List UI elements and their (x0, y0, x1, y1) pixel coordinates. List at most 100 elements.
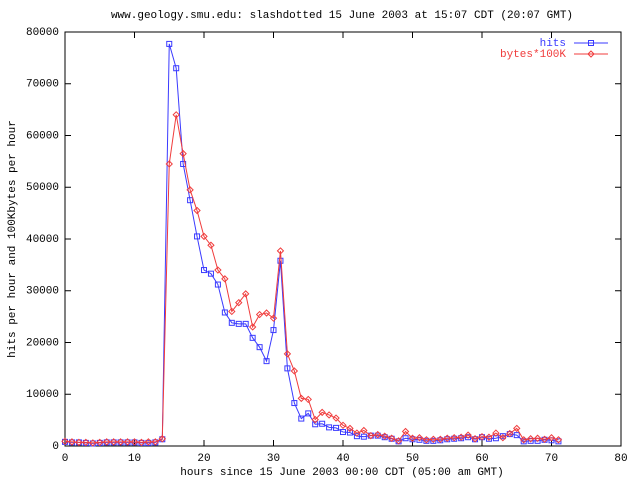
point-marker (519, 436, 528, 444)
point-marker (340, 429, 346, 436)
point-marker (179, 149, 187, 158)
point-marker (540, 435, 549, 443)
point-marker (587, 50, 595, 58)
point-marker (235, 298, 243, 307)
x-tick-label: 30 (267, 453, 280, 465)
point-marker (478, 432, 486, 441)
point-marker (248, 323, 257, 331)
point-marker (457, 433, 465, 441)
point-marker (165, 160, 173, 168)
point-marker (555, 438, 562, 445)
point-marker (151, 438, 160, 446)
point-marker (367, 431, 375, 440)
point-marker (387, 434, 396, 442)
point-marker (422, 436, 431, 444)
point-marker (332, 414, 340, 422)
point-marker (158, 435, 167, 443)
x-tick-label: 0 (62, 453, 69, 465)
point-marker (450, 434, 458, 442)
point-marker (506, 429, 514, 438)
x-tick-label: 50 (406, 453, 419, 465)
legend-label: hits (540, 38, 566, 50)
point-marker (180, 160, 187, 167)
point-marker (290, 367, 299, 375)
point-marker (172, 111, 180, 119)
point-marker (144, 438, 153, 446)
y-tick-label: 40000 (26, 234, 59, 246)
point-marker (75, 438, 83, 447)
point-marker (201, 267, 207, 274)
point-marker (492, 429, 500, 437)
y-axis-label: hits per hour and 100Kbytes per hour (7, 120, 19, 358)
point-marker (194, 233, 201, 240)
y-tick-label: 30000 (26, 286, 59, 298)
point-marker (298, 415, 305, 422)
point-marker (200, 232, 208, 241)
point-marker (526, 435, 535, 443)
point-marker (402, 435, 409, 442)
point-marker (339, 421, 347, 430)
point-marker (255, 310, 264, 319)
point-marker (513, 432, 520, 439)
point-marker (291, 400, 298, 407)
x-tick-label: 70 (545, 453, 558, 465)
point-marker (513, 424, 521, 433)
y-tick-label: 10000 (26, 389, 59, 401)
x-axis-label: hours since 15 June 2003 00:00 CDT (05:0… (180, 467, 503, 479)
series-line (64, 114, 559, 444)
point-marker (61, 437, 69, 446)
point-marker (360, 433, 367, 440)
point-marker (109, 438, 118, 446)
point-marker (137, 438, 146, 447)
x-tick-label: 20 (197, 453, 210, 465)
point-marker (360, 426, 368, 435)
point-marker (221, 309, 228, 316)
point-marker (166, 40, 173, 47)
x-tick-label: 80 (614, 453, 627, 465)
y-tick-label: 0 (52, 441, 59, 453)
point-marker (228, 307, 236, 316)
chart-title: www.geology.smu.edu: slashdotted 15 June… (111, 10, 573, 22)
x-tick-label: 60 (475, 453, 488, 465)
point-marker (82, 438, 90, 447)
point-marker (284, 365, 291, 372)
x-tick-label: 10 (128, 453, 141, 465)
point-marker (130, 438, 139, 446)
y-tick-label: 60000 (26, 130, 59, 142)
point-marker (430, 437, 437, 444)
point-marker (554, 436, 563, 444)
point-marker (96, 438, 104, 447)
point-marker (471, 435, 479, 443)
point-marker (256, 344, 263, 351)
point-marker (235, 320, 242, 327)
point-marker (374, 430, 382, 439)
y-tick-label: 70000 (26, 79, 59, 91)
point-marker (263, 358, 270, 365)
point-marker (401, 427, 410, 436)
point-marker (346, 429, 353, 436)
point-marker (269, 314, 278, 322)
point-marker (123, 438, 132, 446)
point-marker (588, 40, 594, 46)
point-marker (394, 437, 403, 445)
point-marker (429, 435, 438, 443)
point-marker (173, 65, 180, 72)
point-marker (499, 434, 507, 442)
point-marker (436, 435, 445, 443)
point-marker (207, 270, 214, 277)
point-marker (249, 334, 256, 341)
point-marker (270, 327, 277, 334)
point-marker (311, 415, 319, 424)
point-marker (533, 434, 542, 442)
point-marker (353, 433, 360, 440)
point-marker (242, 320, 249, 327)
plot-frame (64, 31, 622, 447)
point-marker (312, 421, 319, 428)
point-marker (262, 309, 271, 317)
point-marker (485, 433, 493, 441)
point-marker (380, 432, 389, 440)
point-marker (283, 350, 292, 358)
point-marker (193, 206, 201, 215)
point-marker (547, 434, 556, 442)
